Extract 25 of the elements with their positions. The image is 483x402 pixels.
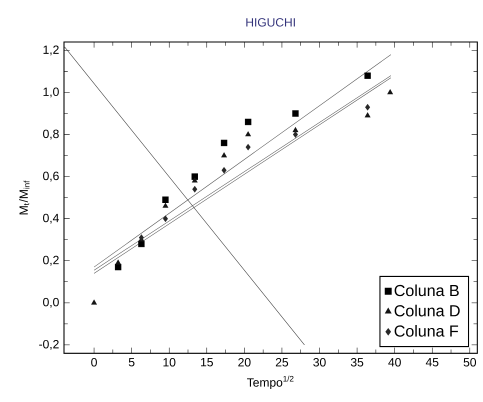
- legend-label: Coluna D: [394, 304, 460, 316]
- x-tick-label: 40: [388, 358, 401, 367]
- x-tick-label: 5: [128, 358, 134, 366]
- x-tick-label: 45: [426, 358, 438, 366]
- x-tick-label: 25: [276, 358, 288, 367]
- y-axis-title: M$_{t}$/M$_{inf}$: [19, 180, 30, 214]
- y-tick-label: 0,8: [43, 130, 59, 140]
- y-tick-label: 0,0: [43, 298, 59, 308]
- y-tick-label: 0,6: [43, 172, 59, 182]
- x-axis-title: Tempo$^{1/2}$: [247, 376, 294, 390]
- x-tick-label: 10: [163, 358, 176, 367]
- y-tick-label: 1,2: [44, 45, 59, 56]
- chart-title: HIGUCHI: [246, 18, 295, 27]
- x-tick-label: 20: [238, 358, 251, 367]
- x-tick-label: 0: [91, 358, 97, 367]
- x-tick-label: 30: [313, 358, 326, 367]
- y-tick-label: 0,2: [43, 256, 59, 266]
- x-tick-label: 35: [350, 358, 364, 367]
- x-tick-label: 50: [464, 358, 476, 367]
- y-tick-label: 1,0: [44, 88, 59, 98]
- y-tick-label: -0,2: [39, 340, 59, 350]
- x-tick-label: 15: [201, 358, 213, 366]
- y-tick-label: 0,4: [43, 214, 59, 224]
- legend-label: Coluna F: [394, 324, 458, 337]
- legend-label: Coluna B: [394, 284, 459, 296]
